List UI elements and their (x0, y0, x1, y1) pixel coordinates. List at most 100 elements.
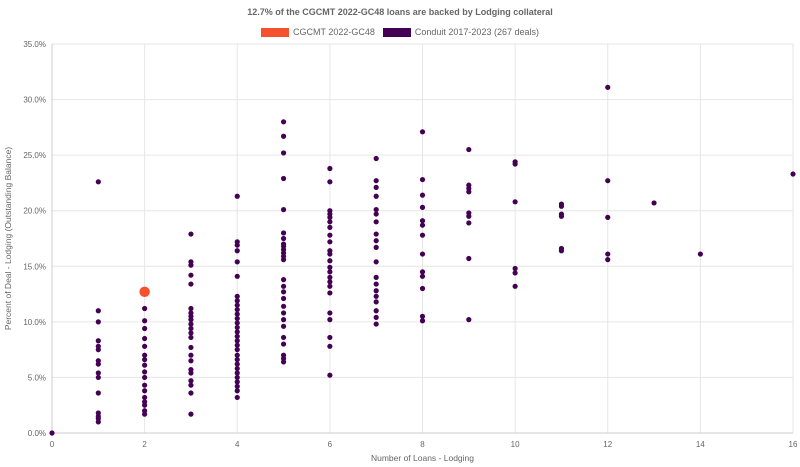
y-tick-label: 30.0% (23, 96, 46, 105)
y-tick-label: 35.0% (23, 40, 46, 49)
data-point-conduit (466, 220, 472, 226)
data-point-conduit (142, 411, 148, 417)
data-point-conduit (234, 352, 240, 358)
x-tick-label: 12 (603, 440, 612, 449)
data-point-conduit (49, 430, 55, 436)
data-point-conduit (327, 290, 333, 296)
data-point-conduit (142, 362, 148, 368)
data-point-conduit (234, 342, 240, 348)
data-point-conduit (280, 119, 287, 125)
legend-item-subject-deal[interactable]: CGCMT 2022-GC48 (261, 27, 375, 37)
data-point-conduit (373, 207, 379, 213)
x-axis-title: Number of Loans - Lodging (371, 453, 474, 463)
x-tick-label: 4 (235, 440, 240, 449)
data-point-subject-deal (139, 286, 150, 298)
data-point-conduit (142, 382, 148, 388)
x-tick-label: 16 (789, 440, 798, 449)
legend-label-subject-deal: CGCMT 2022-GC48 (293, 27, 375, 37)
data-point-conduit (466, 255, 472, 262)
data-point-conduit (142, 305, 148, 312)
data-point-conduit (558, 213, 565, 219)
data-point-conduit (95, 338, 101, 344)
data-point-conduit (327, 334, 333, 341)
data-point-conduit (327, 224, 333, 230)
data-point-conduit (327, 251, 333, 257)
data-point-conduit (373, 184, 379, 190)
data-point-conduit (280, 341, 287, 347)
data-point-conduit (280, 235, 287, 242)
y-tick-label: 25.0% (23, 151, 46, 160)
data-point-conduit (234, 248, 240, 254)
data-point-conduit (234, 311, 240, 317)
legend: CGCMT 2022-GC48 Conduit 2017-2023 (267 d… (0, 27, 800, 37)
data-point-conduit (95, 390, 101, 396)
data-point-conduit (419, 204, 426, 210)
data-point-conduit (188, 382, 194, 388)
data-point-conduit (280, 257, 287, 263)
data-point-conduit (142, 335, 148, 342)
data-point-conduit (605, 251, 611, 257)
data-point-conduit (558, 248, 565, 254)
x-tick-label: 2 (142, 440, 147, 449)
data-point-conduit (188, 358, 194, 364)
data-point-conduit (280, 283, 287, 289)
data-point-conduit (188, 352, 194, 358)
data-point-conduit (234, 379, 240, 385)
data-point-conduit (373, 321, 379, 327)
data-point-conduit (188, 370, 194, 376)
data-point-conduit (188, 344, 194, 351)
data-point-conduit (188, 334, 194, 341)
x-tick-label: 8 (420, 440, 425, 449)
data-point-conduit (373, 211, 379, 217)
data-point-conduit (280, 303, 287, 309)
data-point-conduit (234, 259, 240, 265)
data-point-conduit (95, 361, 101, 367)
data-point-conduit (142, 402, 148, 408)
y-tick-label: 10.0% (23, 318, 46, 327)
data-point-conduit (697, 251, 703, 257)
data-point-conduit (419, 129, 426, 135)
data-point-conduit (142, 325, 148, 332)
data-point-conduit (466, 317, 472, 323)
data-point-conduit (188, 272, 194, 278)
data-point-conduit (373, 288, 379, 294)
data-point-conduit (327, 179, 333, 185)
data-point-conduit (234, 324, 240, 331)
data-point-conduit (188, 231, 194, 237)
data-point-conduit (605, 257, 611, 263)
data-point-conduit (234, 293, 240, 299)
data-point-conduit (419, 218, 426, 224)
data-point-conduit (327, 165, 333, 172)
data-point-conduit (419, 285, 426, 292)
chart-title: 12.7% of the CGCMT 2022-GC48 loans are b… (247, 7, 553, 17)
data-point-conduit (95, 347, 101, 353)
data-point-conduit (234, 374, 240, 381)
data-point-conduit (142, 318, 148, 324)
data-point-conduit (234, 361, 240, 367)
data-point-conduit (512, 161, 518, 167)
data-point-conduit (234, 298, 240, 304)
data-point-conduit (234, 333, 240, 339)
data-point-conduit (419, 232, 426, 238)
data-point-conduit (188, 330, 194, 336)
x-tick-label: 14 (696, 440, 705, 449)
data-point-conduit (280, 323, 287, 329)
data-point-conduit (95, 179, 101, 185)
data-point-conduit (234, 273, 240, 279)
legend-swatch-conduit (382, 27, 411, 37)
data-point-conduit (188, 321, 194, 327)
data-point-conduit (234, 383, 240, 389)
data-point-conduit (234, 329, 240, 335)
data-point-conduit (188, 305, 194, 312)
data-point-conduit (466, 213, 472, 219)
data-point-conduit (327, 219, 333, 225)
data-point-conduit (419, 313, 426, 319)
data-point-conduit (142, 343, 148, 349)
data-point-conduit (327, 264, 333, 270)
data-point-conduit (790, 171, 796, 177)
legend-item-conduit[interactable]: Conduit 2017-2023 (267 deals) (382, 27, 539, 37)
data-point-conduit (188, 281, 194, 287)
data-point-conduit (95, 308, 101, 314)
data-point-conduit (605, 84, 611, 90)
data-point-conduit (373, 299, 379, 305)
